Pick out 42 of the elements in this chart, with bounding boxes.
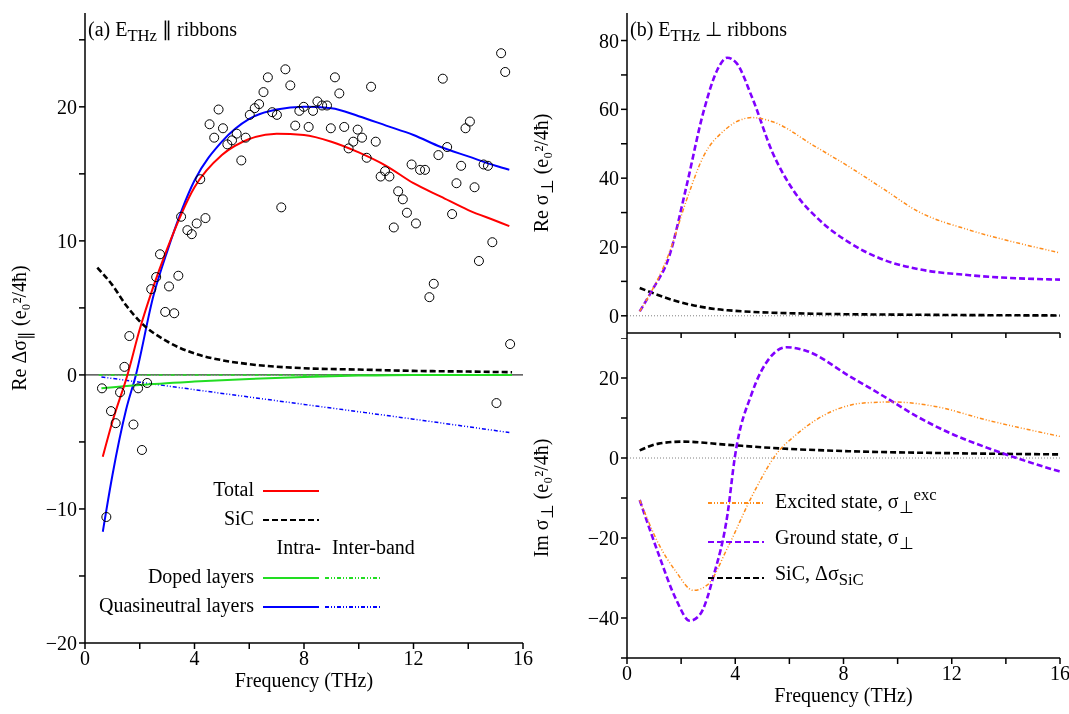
annotation: Inter-band: [330, 535, 416, 560]
y-tick-label: 80: [599, 29, 619, 52]
line-series: [101, 132, 511, 458]
legend-label: Ground state, σ$_{⊥}$: [774, 524, 915, 555]
legend-label: SiC: [222, 506, 255, 531]
x-tick-label: 12: [941, 662, 962, 685]
legend-label: SiC, Δσ$_{SiC}$: [774, 560, 865, 591]
y-tick-label: 0: [67, 364, 77, 387]
y-tick-label: 0: [609, 304, 619, 327]
legend-label: Total: [212, 477, 255, 502]
y-tick-label: 60: [599, 98, 619, 121]
x-tick-label: 4: [730, 662, 741, 685]
x-tick-label: 16: [513, 647, 533, 670]
legend-label: Doped layers: [146, 564, 255, 589]
line-series: [638, 440, 1060, 456]
line-series: [638, 56, 1060, 313]
x-axis-title: Frequency (THz): [773, 684, 914, 707]
y-tick-label: 10: [57, 229, 77, 252]
y-tick-label: −10: [45, 498, 77, 521]
x-tick-label: 4: [189, 647, 200, 670]
line-series: [96, 266, 514, 374]
y-tick-label: −20: [45, 632, 77, 655]
chart-title: (a) E$_{THz}$ ∥ ribbons: [88, 17, 238, 46]
annotation: Intra-: [275, 535, 322, 560]
y-tick-label: 20: [599, 236, 619, 259]
y-tick-label: −20: [587, 527, 619, 550]
x-tick-label: 16: [1050, 662, 1069, 685]
y-tick-label: 40: [599, 167, 619, 190]
line-series: [638, 345, 1060, 623]
line-series: [638, 116, 1060, 313]
x-tick-label: 12: [403, 647, 424, 670]
chart-title: (b) E$_{THz}$ ⊥ ribbons: [630, 17, 788, 46]
line-series: [638, 401, 1060, 592]
x-tick-label: 8: [299, 647, 309, 670]
y-tick-label: −40: [587, 607, 619, 630]
y-tick-label: 20: [599, 367, 619, 390]
y-tick-label: 20: [57, 95, 77, 118]
y-tick-label: 0: [609, 447, 619, 470]
line-series: [638, 286, 1060, 317]
legend-label: Quasineutral layers: [98, 593, 255, 618]
x-axis-title: Frequency (THz): [233, 669, 375, 692]
x-tick-label: 8: [838, 662, 849, 685]
